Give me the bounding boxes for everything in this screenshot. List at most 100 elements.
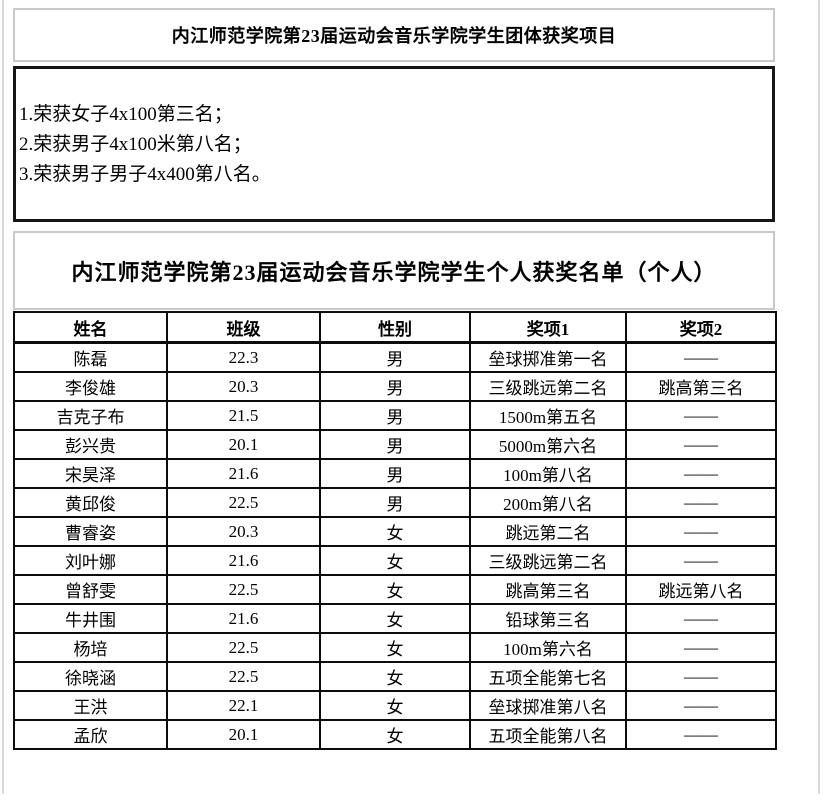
cell-class: 20.3: [166, 516, 321, 547]
cell-gender: 女: [319, 545, 471, 576]
cell-award2: ——: [625, 516, 777, 547]
cell-award2: ——: [625, 400, 777, 431]
cell-award2: ——: [625, 690, 777, 721]
cell-award2: ——: [625, 341, 777, 373]
cell-gender: 女: [319, 516, 471, 547]
cell-class: 22.5: [166, 632, 321, 663]
cell-gender: 男: [319, 458, 471, 489]
table-row: 杨培 22.5 女 100m第六名 ——: [13, 632, 777, 663]
team-awards-list-box: 1.荣获女子4x100第三名； 2.荣获男子4x100米第八名； 3.荣获男子男…: [13, 66, 775, 222]
cell-class: 20.1: [166, 429, 321, 460]
table-row: 曹睿姿 20.3 女跳远第二名 ——: [13, 516, 777, 547]
cell-award1: 五项全能第七名: [469, 661, 627, 692]
cell-name: 徐晓涵: [13, 661, 168, 692]
cell-class: 22.5: [166, 661, 321, 692]
cell-award2: ——: [625, 429, 777, 460]
table-row: 黄邱俊 22.5 男 200m第八名 ——: [13, 487, 777, 518]
column-header-award1: 奖项1: [469, 311, 627, 344]
cell-name: 牛井围: [13, 603, 168, 634]
table-row: 牛井围 21.6 女铅球第三名 ——: [13, 603, 777, 634]
table-row: 孟欣 20.1 女五项全能第八名 ——: [13, 719, 777, 750]
cell-award1: 垒球掷准第一名: [469, 341, 627, 373]
cell-award2: ——: [625, 719, 777, 750]
cell-class: 21.5: [166, 400, 321, 431]
table-row: 徐晓涵 22.5 女五项全能第七名 ——: [13, 661, 777, 692]
page-edge-right: [818, 0, 820, 794]
table-row: 李俊雄 20.3 男三级跳远第二名 跳高第三名: [13, 371, 777, 402]
table-header-row: 姓名 班级 性别 奖项1 奖项2: [13, 311, 777, 344]
individual-awards-title: 内江师范学院第23届运动会音乐学院学生个人获奖名单（个人）: [71, 259, 717, 285]
cell-gender: 男: [319, 371, 471, 402]
cell-class: 22.1: [166, 690, 321, 721]
cell-award2: ——: [625, 632, 777, 663]
cell-gender: 男: [319, 429, 471, 460]
page-edge-left: [2, 0, 4, 794]
table-row: 陈磊 22.3 男垒球掷准第一名 ——: [13, 341, 777, 373]
cell-name: 王洪: [13, 690, 168, 721]
cell-gender: 女: [319, 719, 471, 750]
cell-award2: 跳高第三名: [625, 371, 777, 402]
individual-awards-title-box: 内江师范学院第23届运动会音乐学院学生个人获奖名单（个人）: [13, 231, 775, 310]
table-row: 彭兴贵 20.1 男 5000m第六名 ——: [13, 429, 777, 460]
awards-table-body: 陈磊 22.3 男垒球掷准第一名 —— 李俊雄 20.3 男三级跳远第二名 跳高第三名 吉克子布…: [13, 341, 777, 750]
cell-award1: 三级跳远第二名: [469, 371, 627, 402]
cell-award1: 100m第六名: [469, 632, 627, 663]
table-row: 宋昊泽 21.6 男 100m第八名 ——: [13, 458, 777, 489]
cell-class: 21.6: [166, 545, 321, 576]
cell-gender: 男: [319, 400, 471, 431]
cell-name: 孟欣: [13, 719, 168, 750]
column-header-name: 姓名: [13, 311, 168, 344]
cell-award1: 100m第八名: [469, 458, 627, 489]
cell-award2: ——: [625, 458, 777, 489]
cell-gender: 女: [319, 574, 471, 605]
team-awards-title: 内江师范学院第23届运动会音乐学院学生团体获奖项目: [171, 26, 617, 46]
cell-name: 陈磊: [13, 341, 168, 373]
individual-awards-table: 姓名 班级 性别 奖项1 奖项2 陈磊 22.3 男垒球掷准第一名 —— 李俊雄 20.3…: [13, 311, 777, 750]
team-award-item: 3.荣获男子男子4x400第八名。: [19, 164, 271, 185]
cell-award1: 跳高第三名: [469, 574, 627, 605]
cell-award1: 5000m第六名: [469, 429, 627, 460]
table-row: 吉克子布 21.5 男 1500m第五名 ——: [13, 400, 777, 431]
cell-award1: 200m第八名: [469, 487, 627, 518]
cell-name: 李俊雄: [13, 371, 168, 402]
cell-award1: 三级跳远第二名: [469, 545, 627, 576]
cell-award2: ——: [625, 661, 777, 692]
cell-name: 曾舒雯: [13, 574, 168, 605]
table-row: 刘叶娜 21.6 女三级跳远第二名 ——: [13, 545, 777, 576]
cell-class: 22.5: [166, 574, 321, 605]
cell-gender: 女: [319, 661, 471, 692]
cell-award2: ——: [625, 545, 777, 576]
cell-gender: 女: [319, 690, 471, 721]
cell-award2: ——: [625, 487, 777, 518]
cell-class: 20.1: [166, 719, 321, 750]
cell-award1: 垒球掷准第八名: [469, 690, 627, 721]
cell-name: 宋昊泽: [13, 458, 168, 489]
table-row: 曾舒雯 22.5 女跳高第三名 跳远第八名: [13, 574, 777, 605]
cell-name: 黄邱俊: [13, 487, 168, 518]
cell-gender: 女: [319, 632, 471, 663]
cell-name: 彭兴贵: [13, 429, 168, 460]
cell-class: 22.3: [166, 341, 321, 373]
team-award-item: 2.荣获男子4x100米第八名；: [19, 134, 252, 155]
cell-class: 22.5: [166, 487, 321, 518]
column-header-gender: 性别: [319, 311, 471, 344]
cell-gender: 男: [319, 487, 471, 518]
cell-name: 吉克子布: [13, 400, 168, 431]
cell-award1: 铅球第三名: [469, 603, 627, 634]
column-header-award2: 奖项2: [625, 311, 777, 344]
cell-gender: 男: [319, 341, 471, 373]
cell-class: 21.6: [166, 603, 321, 634]
cell-award2: 跳远第八名: [625, 574, 777, 605]
team-awards-title-box: 内江师范学院第23届运动会音乐学院学生团体获奖项目: [13, 8, 775, 62]
cell-name: 曹睿姿: [13, 516, 168, 547]
cell-name: 杨培: [13, 632, 168, 663]
table-row: 王洪 22.1 女垒球掷准第八名 ——: [13, 690, 777, 721]
cell-class: 20.3: [166, 371, 321, 402]
cell-name: 刘叶娜: [13, 545, 168, 576]
column-header-class: 班级: [166, 311, 321, 344]
team-award-item: 1.荣获女子4x100第三名；: [19, 104, 233, 125]
cell-award1: 跳远第二名: [469, 516, 627, 547]
cell-award1: 五项全能第八名: [469, 719, 627, 750]
cell-gender: 女: [319, 603, 471, 634]
